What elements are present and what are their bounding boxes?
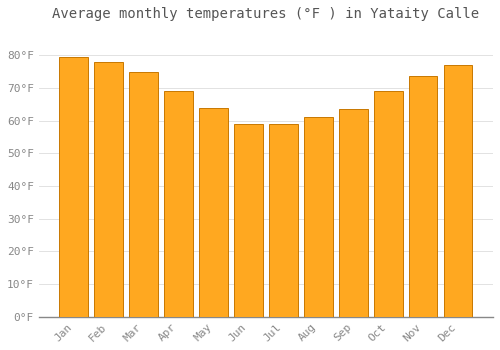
Bar [164, 91, 193, 317]
Bar [199, 107, 228, 317]
Bar [374, 91, 402, 317]
Bar [130, 71, 158, 317]
Bar [409, 76, 438, 317]
Bar [234, 124, 263, 317]
Bar [339, 109, 368, 317]
Bar [444, 65, 472, 317]
Bar [304, 117, 332, 317]
Bar [269, 124, 298, 317]
Title: Average monthly temperatures (°F ) in Yataity Calle: Average monthly temperatures (°F ) in Ya… [52, 7, 480, 21]
Bar [60, 57, 88, 317]
Bar [94, 62, 123, 317]
